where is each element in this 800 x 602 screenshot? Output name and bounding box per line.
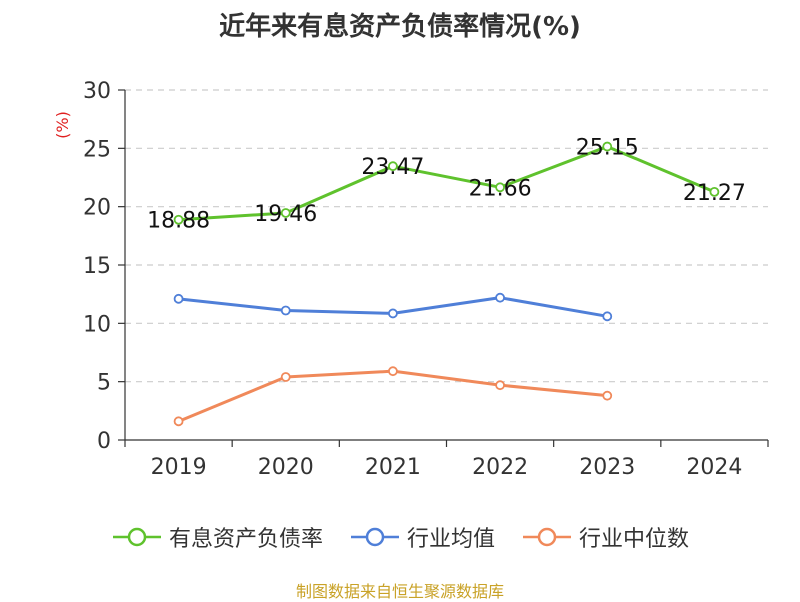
data-label-2021: 23.47 <box>361 155 424 180</box>
legend: 有息资产负债率 行业均值 行业中位数 <box>0 520 800 554</box>
axis-layer: 0 5 10 15 20 25 30 2019 2020 2021 2022 2023 2024 (%) <box>53 79 769 480</box>
point-series-3-2019 <box>173 416 184 427</box>
y-tick-label-25: 25 <box>83 137 111 162</box>
point-series-3-2020 <box>280 372 291 382</box>
x-tick-label-2022: 2022 <box>472 455 528 480</box>
point-series-1-2019 <box>173 214 184 225</box>
data-label-2024: 21.27 <box>683 181 746 206</box>
legend-label-series-2: 行业均值 <box>406 527 495 552</box>
point-series-1-2020 <box>280 208 291 218</box>
data-label-2020: 19.46 <box>254 202 317 227</box>
y-tick-label-15: 15 <box>83 254 111 279</box>
point-series-1-2024 <box>709 186 720 197</box>
point-series-2-2021 <box>388 308 398 319</box>
point-series-3-2021 <box>388 366 398 377</box>
point-series-3-2022 <box>495 380 505 391</box>
x-tick-label-2024: 2024 <box>686 455 742 480</box>
source-footer: 制图数据来自恒生聚源数据库 <box>295 582 504 601</box>
legend-marker-series-2 <box>350 527 399 547</box>
point-series-2-2023 <box>602 311 613 322</box>
legend-item-series-2[interactable]: 行业均值 <box>349 521 495 553</box>
chart-title: 近年来有息资产负债率情况(%) <box>219 12 581 42</box>
label-layer: 18.88 19.46 23.47 21.66 25.15 21.27 <box>147 136 746 234</box>
series-layer <box>173 141 720 427</box>
point-series-2-2020 <box>280 305 291 316</box>
y-tick-label-5: 5 <box>97 371 111 396</box>
y-axis-label: (%) <box>53 111 72 139</box>
grid-layer <box>125 89 768 383</box>
point-series-2-2019 <box>173 293 184 304</box>
y-tick-label-0: 0 <box>97 429 111 454</box>
legend-marker-series-1 <box>112 527 161 547</box>
x-tick-label-2020: 2020 <box>258 455 314 480</box>
legend-item-series-1[interactable]: 有息资产负债率 <box>111 521 323 553</box>
point-series-3-2023 <box>602 390 613 401</box>
y-tick-label-30: 30 <box>83 79 111 104</box>
legend-label-series-3: 行业中位数 <box>579 527 690 552</box>
point-series-1-2021 <box>388 161 398 172</box>
data-label-2023: 25.15 <box>576 136 639 161</box>
legend-item-series-3[interactable]: 行业中位数 <box>521 521 689 553</box>
y-tick-label-10: 10 <box>83 312 111 337</box>
series-line-1 <box>178 145 716 222</box>
x-tick-label-2021: 2021 <box>365 455 421 480</box>
y-tick-label-20: 20 <box>83 196 111 221</box>
x-tick-label-2023: 2023 <box>579 455 635 480</box>
legend-marker-series-3 <box>523 527 571 547</box>
series-line-3 <box>178 369 608 423</box>
legend-label-series-1: 有息资产负债率 <box>168 527 323 552</box>
x-tick-label-2019: 2019 <box>151 455 207 480</box>
data-label-2022: 21.66 <box>469 176 532 201</box>
data-label-2019: 18.88 <box>147 209 210 234</box>
point-series-1-2023 <box>602 141 613 152</box>
point-series-2-2022 <box>495 292 505 303</box>
point-series-1-2022 <box>495 182 505 193</box>
